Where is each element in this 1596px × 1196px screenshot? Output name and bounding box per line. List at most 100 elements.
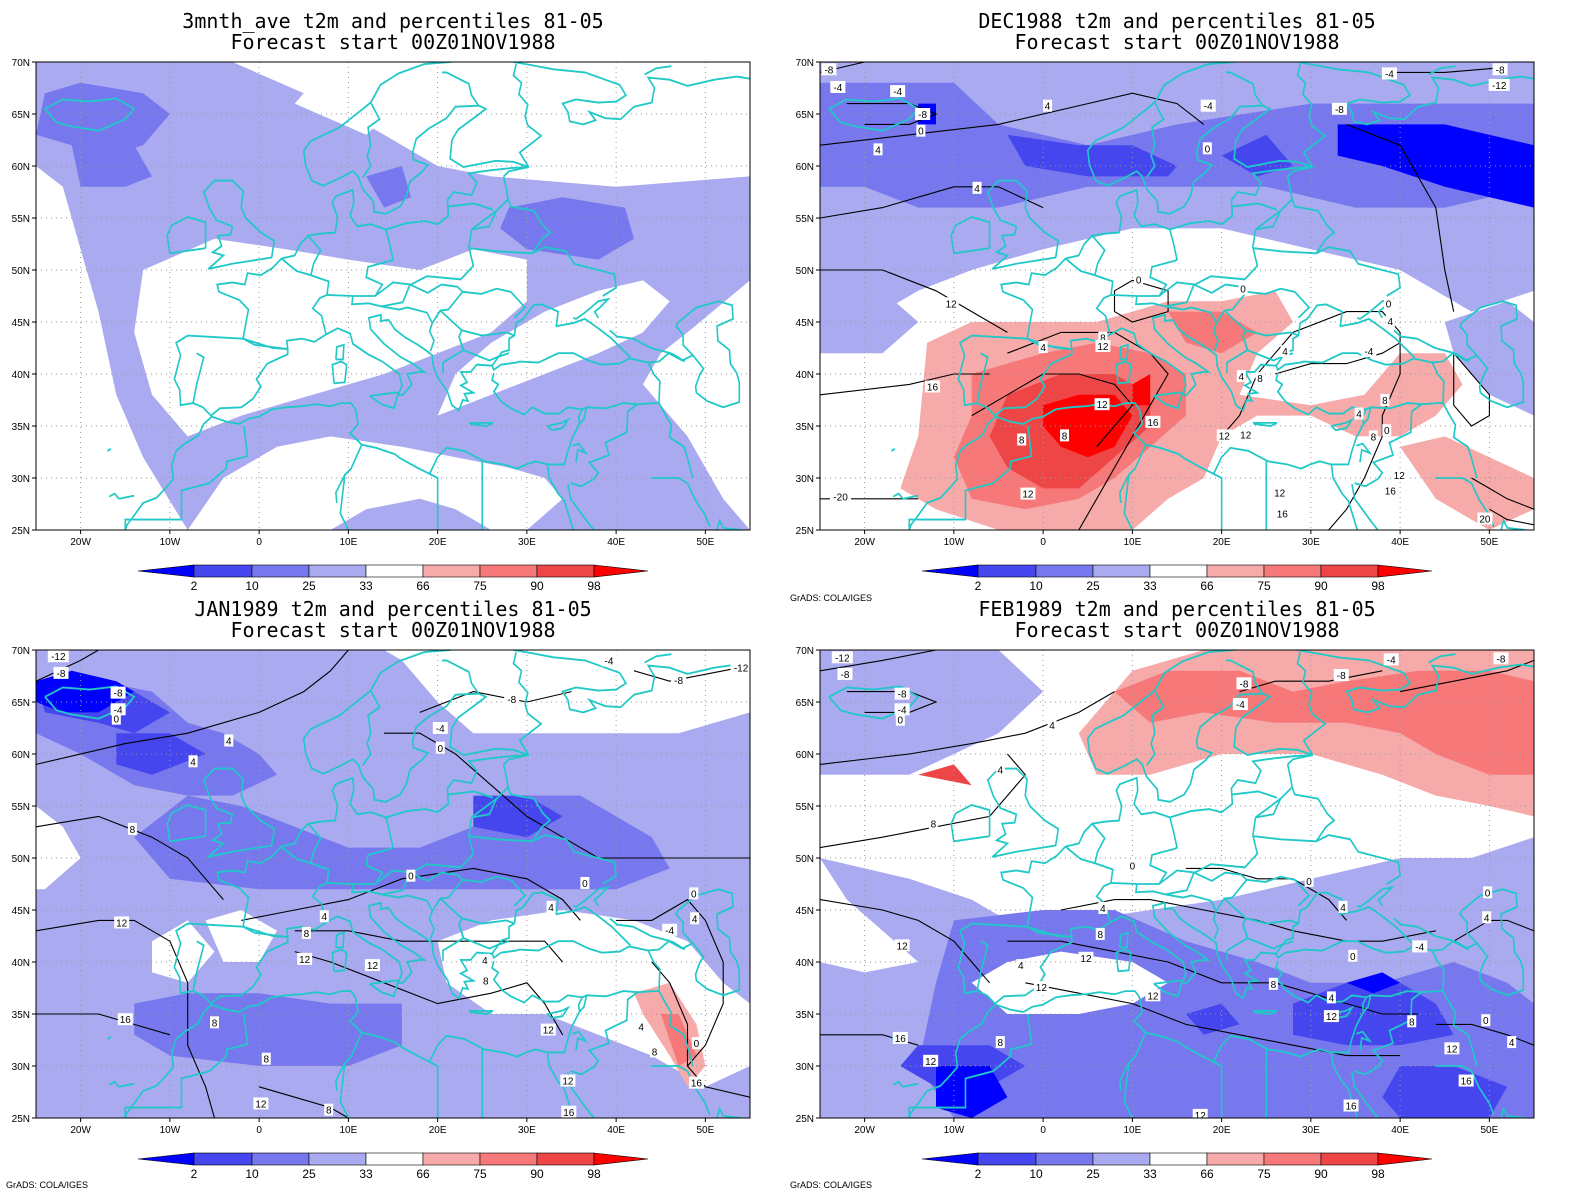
percentile-shade [187,436,563,530]
svg-text:-4: -4 [898,705,907,716]
contour-label: -8 [1493,652,1509,665]
contour-label: -4 [662,923,678,937]
svg-text:8: 8 [1062,431,1068,442]
svg-text:0: 0 [438,744,444,755]
gridlines [820,62,1534,530]
contour-label: -8 [1492,63,1508,76]
svg-text:12: 12 [1326,1012,1338,1023]
contour-label: 4 [224,734,234,747]
contour-label: 4 [995,763,1005,777]
svg-text:-4: -4 [1415,942,1424,953]
contour-label: 12 [943,297,959,310]
contour-label: 0 [1127,859,1137,872]
contour-label: -8 [821,63,837,76]
lon-tick-label: 50E [1480,1125,1498,1136]
map-area: -12-8-8-40448-40-8-4-8-121200404-4481212… [36,650,750,1119]
svg-text:0: 0 [1386,299,1392,310]
colorbar-tick-label: 2 [975,1167,982,1181]
contour-label: 8 [324,1103,334,1117]
colorbar-tick-label: 10 [245,1167,259,1181]
colorbar-tick-label: 25 [1086,1167,1100,1181]
contour-label: 12 [894,939,910,952]
map-panel-p4: FEB1989 t2m and percentiles 81-05Forecas… [790,597,1535,1190]
svg-text:4: 4 [190,757,196,768]
svg-text:4: 4 [1388,317,1394,328]
svg-text:12: 12 [1147,991,1159,1002]
svg-text:8: 8 [998,1038,1004,1049]
contour-label: -4 [894,703,910,716]
contour-label: 12 [1192,1108,1208,1118]
contour-label: 8 [1095,927,1105,941]
contour-label: 0 [1238,282,1248,296]
percentile-shade [36,82,170,156]
lon-tick-label: 50E [696,537,714,548]
contour-label: 8 [1268,977,1278,991]
lat-tick-label: 70N [796,58,814,69]
colorbar-tick-label: 98 [1371,1167,1385,1181]
contour-label: 20 [1477,512,1493,526]
contour-label: 12 [253,1097,269,1110]
svg-text:4: 4 [875,145,881,156]
svg-text:0: 0 [898,716,904,727]
contour-label: -8 [53,666,69,680]
svg-text:0: 0 [1130,861,1136,872]
contour-label: 16 [1382,484,1398,497]
svg-text:0: 0 [1384,426,1390,437]
colorbar: 2 10 25 33 66 75 90 98 [137,564,649,593]
contour-label: 0 [691,1037,701,1050]
svg-text:-4: -4 [665,926,674,937]
panel-title: FEB1989 t2m and percentiles 81-05 [978,597,1375,621]
svg-text:0: 0 [114,715,120,726]
lon-tick-label: 40E [1391,537,1409,548]
svg-text:12: 12 [116,918,128,929]
contour-label: -20 [830,490,852,504]
svg-text:16: 16 [120,1015,132,1026]
percentile-shade [1007,134,1177,177]
contour-label: -4 [1200,99,1216,113]
colorbar-tick-label: 10 [1029,1167,1043,1181]
percentile-shade [384,650,750,734]
contour-label: 4 [690,912,700,925]
svg-text:-8: -8 [114,689,123,700]
contour-label: 16 [561,1105,577,1119]
contour-label: 16 [1274,507,1290,520]
svg-text:16: 16 [563,1108,575,1119]
contour-label: 4 [636,1020,646,1033]
contour-label: -4 [110,703,126,716]
svg-text:0: 0 [1485,888,1491,899]
svg-text:12: 12 [1097,342,1109,353]
svg-text:8: 8 [652,1047,658,1058]
contour-label: 8 [1017,433,1027,447]
lon-tick-label: 40E [607,537,625,548]
lon-tick-label: 0 [1040,1125,1046,1136]
svg-text:0: 0 [582,879,588,890]
lat-tick-label: 25N [796,1114,814,1125]
panel-subtitle: Forecast start 00Z01NOV1988 [230,618,555,642]
lat-tick-label: 30N [12,474,30,485]
contour-line [36,650,99,682]
svg-text:4: 4 [974,184,980,195]
contour-line [616,898,724,1067]
svg-text:-8: -8 [1337,671,1346,682]
contour-label: 8 [1368,430,1378,443]
contour-line [1113,279,1169,323]
svg-text:8: 8 [483,977,489,988]
contour-label: 12 [1444,1042,1460,1055]
lon-tick-label: 20W [70,537,91,548]
svg-text:0: 0 [691,889,697,900]
contour-line [36,1013,171,1036]
contour-line [258,1086,349,1118]
contour-label: 12 [1078,951,1094,965]
svg-text:16: 16 [1385,486,1397,497]
svg-text:8: 8 [1371,432,1377,443]
svg-text:12: 12 [946,299,958,310]
percentile-shade [820,290,919,354]
lat-tick-label: 25N [796,526,814,537]
svg-text:16: 16 [1461,1077,1473,1088]
contour-label: 12 [1094,398,1110,411]
colorbar-tick-label: 33 [1143,579,1157,593]
contour-label: 8 [1255,372,1265,385]
lon-tick-label: 10E [339,1125,357,1136]
svg-text:0: 0 [408,872,414,883]
map-panel-p1: 3mnth_ave t2m and percentiles 81-05Forec… [12,9,751,593]
